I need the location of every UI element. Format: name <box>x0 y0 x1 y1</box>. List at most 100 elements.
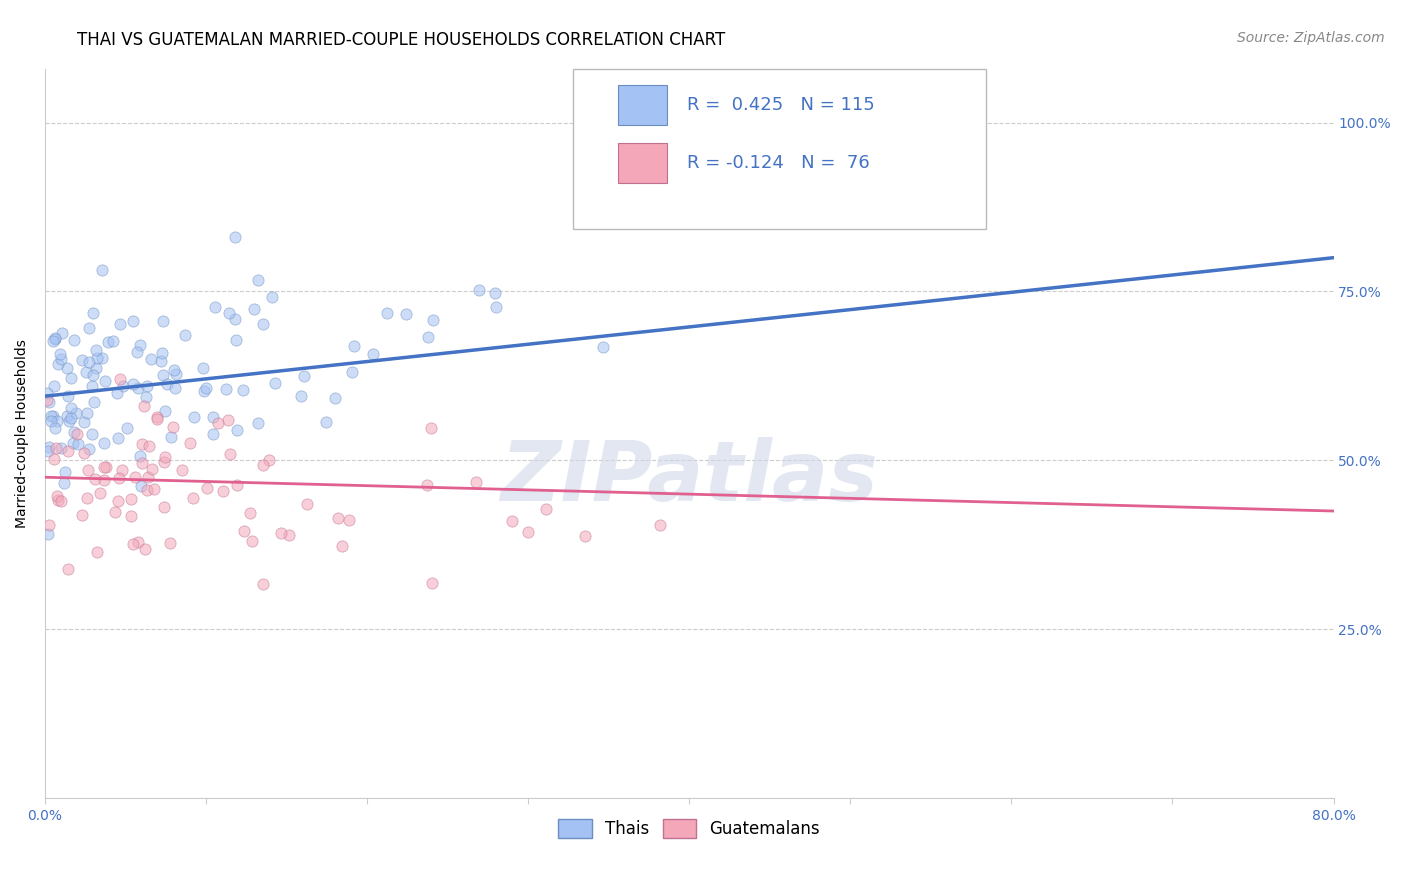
Point <box>139 352 162 367</box>
Point <box>225 477 247 491</box>
Text: ZIPatlas: ZIPatlas <box>501 436 879 517</box>
Point <box>56 360 79 375</box>
Text: R = -0.124   N =  76: R = -0.124 N = 76 <box>686 154 869 172</box>
Point <box>135 483 157 497</box>
Point <box>165 381 187 395</box>
Y-axis label: Married-couple Households: Married-couple Households <box>15 339 30 528</box>
Point <box>217 413 239 427</box>
Point <box>82 305 104 319</box>
Point <box>330 539 353 553</box>
Point <box>363 347 385 361</box>
Point <box>94 374 117 388</box>
Point <box>46 489 69 503</box>
Point <box>648 517 671 532</box>
Point <box>76 491 98 505</box>
Point <box>94 460 117 475</box>
Legend: Thais, Guatemalans: Thais, Guatemalans <box>551 812 827 845</box>
Point <box>66 426 89 441</box>
Point <box>202 410 225 425</box>
Point <box>93 435 115 450</box>
Point <box>297 497 319 511</box>
Point <box>340 365 363 379</box>
Point <box>155 404 177 418</box>
Point <box>262 290 284 304</box>
Point <box>162 420 184 434</box>
Point <box>108 471 131 485</box>
Point <box>183 410 205 425</box>
Point <box>485 300 508 314</box>
Point <box>42 452 65 467</box>
Point <box>121 377 143 392</box>
Point <box>38 394 60 409</box>
Point <box>91 351 114 366</box>
Point <box>67 437 90 451</box>
Point <box>39 409 62 424</box>
Point <box>135 379 157 393</box>
Point <box>117 420 139 434</box>
Point <box>127 381 149 395</box>
Point <box>76 406 98 420</box>
Point <box>129 450 152 464</box>
Point <box>60 401 83 415</box>
Point <box>111 463 134 477</box>
Point <box>37 527 59 541</box>
Point <box>252 458 274 473</box>
Point <box>41 409 63 423</box>
Point <box>574 529 596 543</box>
Point <box>120 492 142 507</box>
Point <box>239 506 262 520</box>
Point <box>159 536 181 550</box>
Point <box>82 368 104 383</box>
Point <box>134 542 156 557</box>
Point <box>105 386 128 401</box>
Point <box>124 470 146 484</box>
Point <box>79 321 101 335</box>
Point <box>323 391 346 405</box>
Point <box>46 358 69 372</box>
Point <box>79 442 101 457</box>
Point <box>193 384 215 398</box>
Point <box>48 347 70 361</box>
Point <box>86 545 108 559</box>
Point <box>246 273 269 287</box>
Point <box>56 444 79 458</box>
Point <box>56 409 79 423</box>
Point <box>194 381 217 395</box>
Point <box>215 382 238 396</box>
Point <box>60 410 83 425</box>
Point <box>42 379 65 393</box>
Point <box>152 368 174 382</box>
Point <box>44 332 66 346</box>
Point <box>39 414 62 428</box>
Point <box>122 314 145 328</box>
Point <box>153 454 176 468</box>
Point <box>59 371 82 385</box>
Point <box>150 346 173 360</box>
Point <box>152 314 174 328</box>
Point <box>195 481 218 495</box>
Point <box>70 508 93 522</box>
Point <box>501 514 523 528</box>
Point <box>149 353 172 368</box>
Point <box>218 305 240 319</box>
Point <box>257 453 280 467</box>
Point <box>35 392 58 407</box>
Point <box>49 493 72 508</box>
Point <box>264 376 287 390</box>
Point <box>56 389 79 403</box>
Point <box>53 476 76 491</box>
Point <box>420 421 443 435</box>
Point <box>77 463 100 477</box>
Point <box>108 317 131 331</box>
Point <box>38 518 60 533</box>
Point <box>207 416 229 430</box>
Point <box>225 334 247 348</box>
Point <box>72 446 94 460</box>
Point <box>135 390 157 404</box>
Point <box>38 440 60 454</box>
Point <box>232 384 254 398</box>
Point <box>165 367 187 381</box>
Point <box>240 533 263 548</box>
Point <box>45 441 67 455</box>
Point <box>107 431 129 445</box>
